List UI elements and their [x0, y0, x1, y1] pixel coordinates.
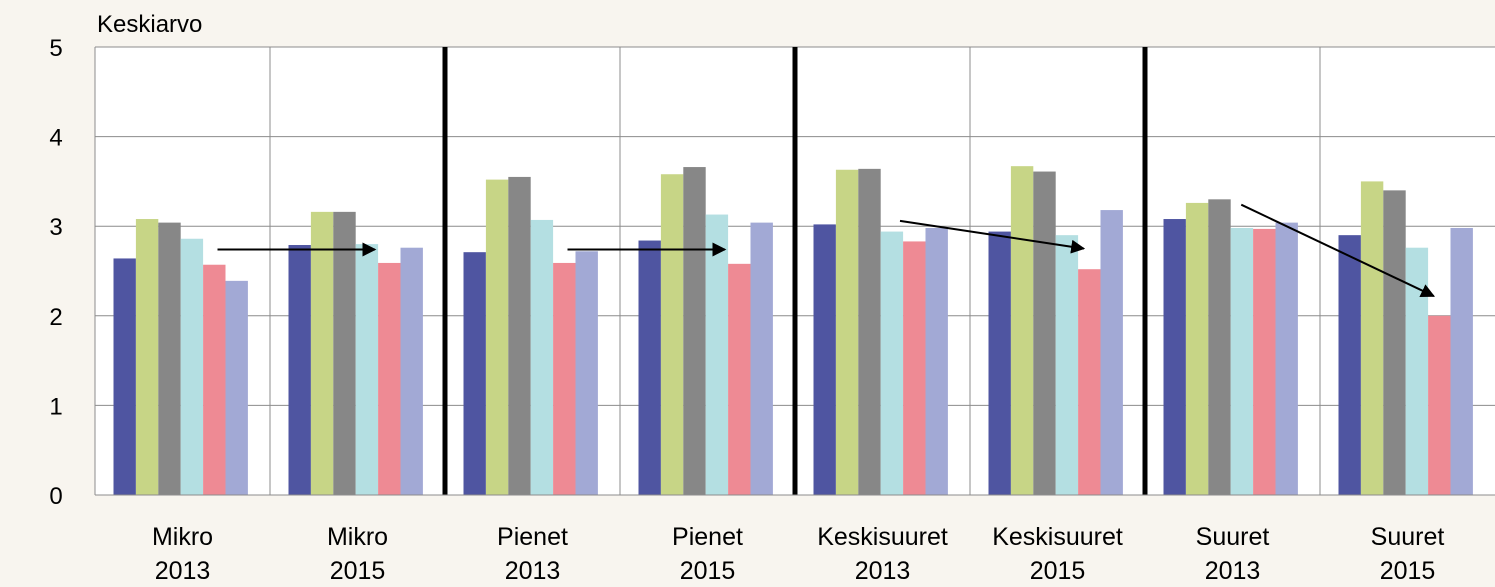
bar: [1055, 235, 1079, 495]
y-axis-label: Keskiarvo: [97, 11, 202, 38]
y-tick-label: 4: [49, 125, 62, 152]
bar: [1163, 219, 1186, 496]
bar: [400, 247, 423, 495]
bar: [988, 231, 1011, 496]
bar: [1100, 210, 1123, 495]
bar: [1338, 235, 1361, 495]
bar: [1033, 171, 1056, 495]
bar: [1383, 190, 1406, 496]
bar: [835, 169, 859, 495]
bar: [683, 167, 706, 495]
bar: [705, 214, 729, 495]
bar: [310, 211, 334, 495]
bar: [728, 263, 751, 495]
bar: [750, 222, 773, 495]
y-tick-label: 3: [49, 214, 62, 241]
bar: [1428, 315, 1451, 495]
x-category-label: Pienet 2015: [672, 523, 743, 585]
axes: 0 1 2 3 4 5 Mikro 2013 Mikro 2015 Pienet 2013 Pienet…: [49, 35, 1495, 585]
bar: [1230, 227, 1254, 495]
x-category-label: Pienet 2013: [497, 523, 568, 585]
bar: [333, 211, 356, 495]
bar: [288, 245, 311, 495]
y-tick-label: 1: [49, 393, 62, 420]
bar: [575, 251, 598, 495]
bar: [1010, 166, 1034, 495]
trend-arrows: [217, 203, 1436, 298]
bar: [553, 262, 576, 495]
bar: [1185, 202, 1209, 496]
x-category-label: Mikro 2015: [327, 523, 388, 585]
bar: [880, 231, 904, 496]
bar: [378, 262, 401, 495]
y-tick-label: 5: [49, 35, 62, 62]
bar: [225, 280, 248, 495]
bar: [1275, 222, 1298, 495]
x-category-label: Keskisuuret 2015: [992, 523, 1123, 585]
x-category-label: Keskisuuret 2013: [817, 523, 948, 585]
x-category-label: Suuret 2015: [1371, 523, 1445, 585]
trend-arrow: [899, 219, 1086, 254]
bar: [158, 222, 181, 495]
bars: [113, 166, 1473, 496]
x-category-label: Mikro 2013: [152, 523, 213, 585]
trend-arrow: [1240, 203, 1436, 298]
bar: [1405, 247, 1429, 495]
bar: [1078, 269, 1101, 495]
bar: [1208, 199, 1231, 495]
bar: [638, 240, 661, 495]
bar: [1450, 227, 1473, 495]
bar: [1360, 181, 1384, 495]
x-category-label: Suuret 2013: [1196, 523, 1270, 585]
bar: [463, 252, 486, 495]
bar: [508, 176, 531, 496]
bar: [858, 168, 881, 495]
y-tick-label: 2: [49, 304, 62, 331]
bar: [485, 179, 509, 495]
bar: [180, 238, 204, 495]
bar: [135, 219, 159, 496]
bar: [203, 264, 226, 495]
bar: [813, 224, 836, 495]
bar: [355, 244, 379, 495]
bar: [903, 241, 926, 495]
bar: [113, 258, 136, 495]
bar: [925, 227, 948, 495]
y-tick-label: 0: [49, 483, 62, 510]
bar: [1253, 228, 1276, 495]
group-separators: [442, 47, 1148, 495]
bar: [660, 174, 684, 495]
bar: [530, 219, 554, 496]
